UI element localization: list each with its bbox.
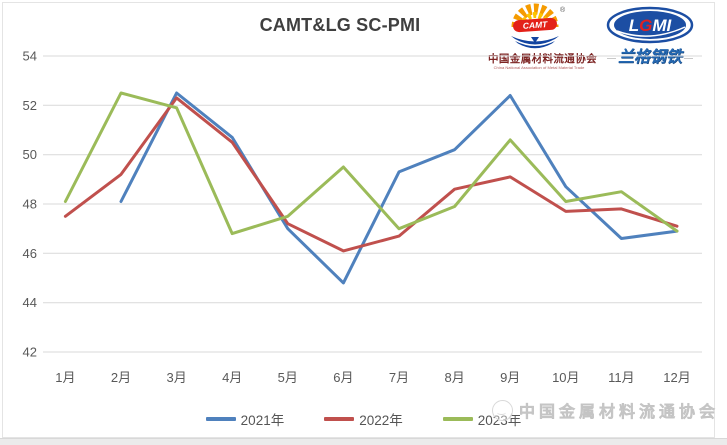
svg-text:46: 46: [23, 246, 37, 261]
svg-text:CAMT: CAMT: [522, 19, 548, 31]
svg-text:10月: 10月: [552, 370, 579, 385]
legend-line-swatch: [442, 417, 473, 421]
svg-text:42: 42: [23, 345, 37, 360]
svg-text:11月: 11月: [608, 370, 635, 385]
svg-text:1月: 1月: [55, 370, 75, 385]
decorative-dash: [606, 57, 616, 59]
svg-text:12月: 12月: [663, 370, 690, 385]
bottom-divider: [0, 438, 727, 445]
svg-text:54: 54: [23, 49, 37, 64]
svg-text:44: 44: [23, 295, 37, 310]
lgmi-ellipse-icon: LGMI: [606, 6, 694, 44]
svg-text:4月: 4月: [222, 370, 242, 385]
legend-label: 2021年: [240, 413, 285, 428]
watermark-logo-icon: [492, 399, 513, 421]
lgmi-name-cn: 兰格钢铁: [617, 49, 682, 66]
line-chart: 54 52 50 48 46 44 42 1月 2月 3月 4月 5月 6月 7月 8月 9月 10月 11月 12…: [23, 49, 702, 385]
svg-text:3月: 3月: [166, 370, 186, 385]
svg-text:7月: 7月: [389, 370, 409, 385]
legend-line-swatch: [324, 417, 355, 421]
svg-text:48: 48: [23, 197, 37, 212]
watermark-text: 中国金属材料流通协会: [519, 404, 720, 421]
camt-wave-icon: [511, 36, 559, 45]
camt-name-cn: 中国金属材料流通协会: [488, 53, 597, 65]
camt-name-en: China National Association of Metal Mate…: [493, 64, 585, 70]
chart-title: CAMT&LG SC-PMI: [259, 15, 421, 35]
legend-label: 2022年: [359, 413, 403, 428]
svg-text:5月: 5月: [278, 370, 298, 385]
svg-text:50: 50: [23, 147, 37, 162]
watermark: 中国金属材料流通协会: [492, 398, 719, 422]
registered-mark: ®: [560, 6, 566, 14]
legend-item-2022: 2022年: [324, 409, 403, 429]
svg-text:6月: 6月: [333, 370, 353, 385]
camt-sun-icon: ® CAMT: [511, 3, 566, 49]
svg-text:LGMI: LGMI: [629, 16, 673, 35]
svg-text:2月: 2月: [111, 370, 131, 385]
lgmi-logo: LGMI 兰格钢铁: [598, 5, 702, 66]
legend-line-swatch: [205, 417, 236, 421]
camt-logo: ® CAMT 中国金属材料流通协会 China National Associa…: [488, 3, 597, 70]
svg-text:8月: 8月: [444, 370, 464, 385]
svg-text:9月: 9月: [500, 370, 520, 385]
legend-item-2021: 2021年: [205, 409, 285, 429]
decorative-dash: [684, 57, 693, 59]
svg-text:52: 52: [23, 98, 37, 113]
